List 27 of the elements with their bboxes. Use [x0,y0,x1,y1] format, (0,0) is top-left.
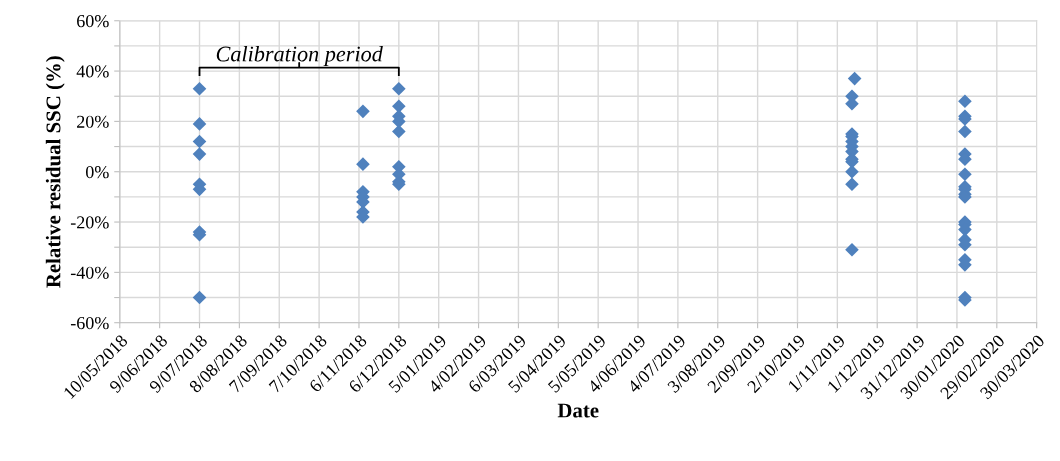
y-tick-label: 60% [77,15,109,28]
point [958,124,972,139]
point [356,157,370,171]
point [192,81,207,96]
point [392,81,406,96]
x-axis-title: Date [557,403,599,418]
y-tick-label: 0% [85,165,109,179]
point [192,117,207,131]
point [847,71,862,86]
y-tick-label: -60% [70,316,109,330]
y-tick-label: -20% [70,216,109,229]
point [356,104,370,119]
point [192,134,207,149]
y-axis-title: Relative residual SSC (%) [45,56,65,288]
y-tick-label: 20% [77,115,109,128]
point [392,99,406,114]
point [192,290,207,305]
point [845,177,859,192]
point [958,167,972,182]
point [958,94,972,109]
point [392,124,406,139]
y-tick-label: -40% [70,266,109,279]
point [845,164,859,179]
point [192,147,207,161]
annotation: Calibration period [216,45,383,67]
y-tick-label: 40% [76,65,109,78]
point [845,242,859,257]
